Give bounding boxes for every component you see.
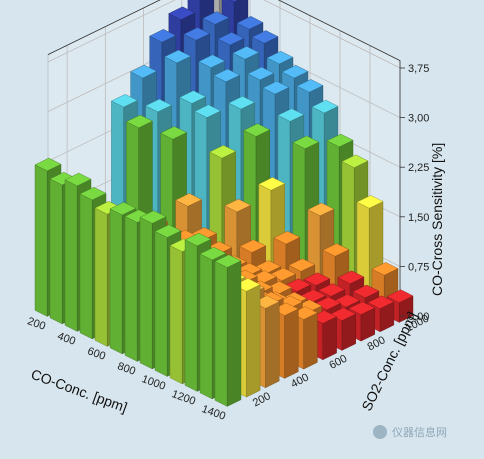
- watermark-logo-icon: [373, 425, 387, 439]
- z-axis-title: CO-Cross Sensitivity [%]: [429, 143, 445, 296]
- x-axis-title: CO-Conc. [ppm]: [29, 366, 130, 416]
- chart-bars: [34, 0, 414, 407]
- z-tick-label: 1,50: [408, 212, 429, 224]
- z-tick-label: 3,00: [408, 113, 429, 125]
- x-tick-label: 400: [56, 330, 77, 348]
- watermark: 仪器信息网: [373, 425, 447, 439]
- x-tick-label: 1400: [200, 403, 227, 423]
- watermark-text: 仪器信息网: [392, 425, 447, 439]
- z-tick-label: 3,75: [408, 63, 429, 75]
- x-tick-label: 800: [116, 360, 137, 378]
- z-tick-label: 0,00: [408, 311, 429, 323]
- bar: [214, 254, 242, 407]
- x-tick-label: 1200: [170, 388, 197, 408]
- x-tick-label: 600: [86, 345, 107, 363]
- bar: [367, 295, 395, 333]
- z-tick-label: 0,75: [408, 261, 429, 273]
- box-top-edge: [47, 0, 401, 61]
- x-tick-label: 1000: [140, 373, 167, 393]
- z-tick-label: 2,25: [408, 162, 429, 174]
- x-tick-label: 200: [26, 315, 47, 333]
